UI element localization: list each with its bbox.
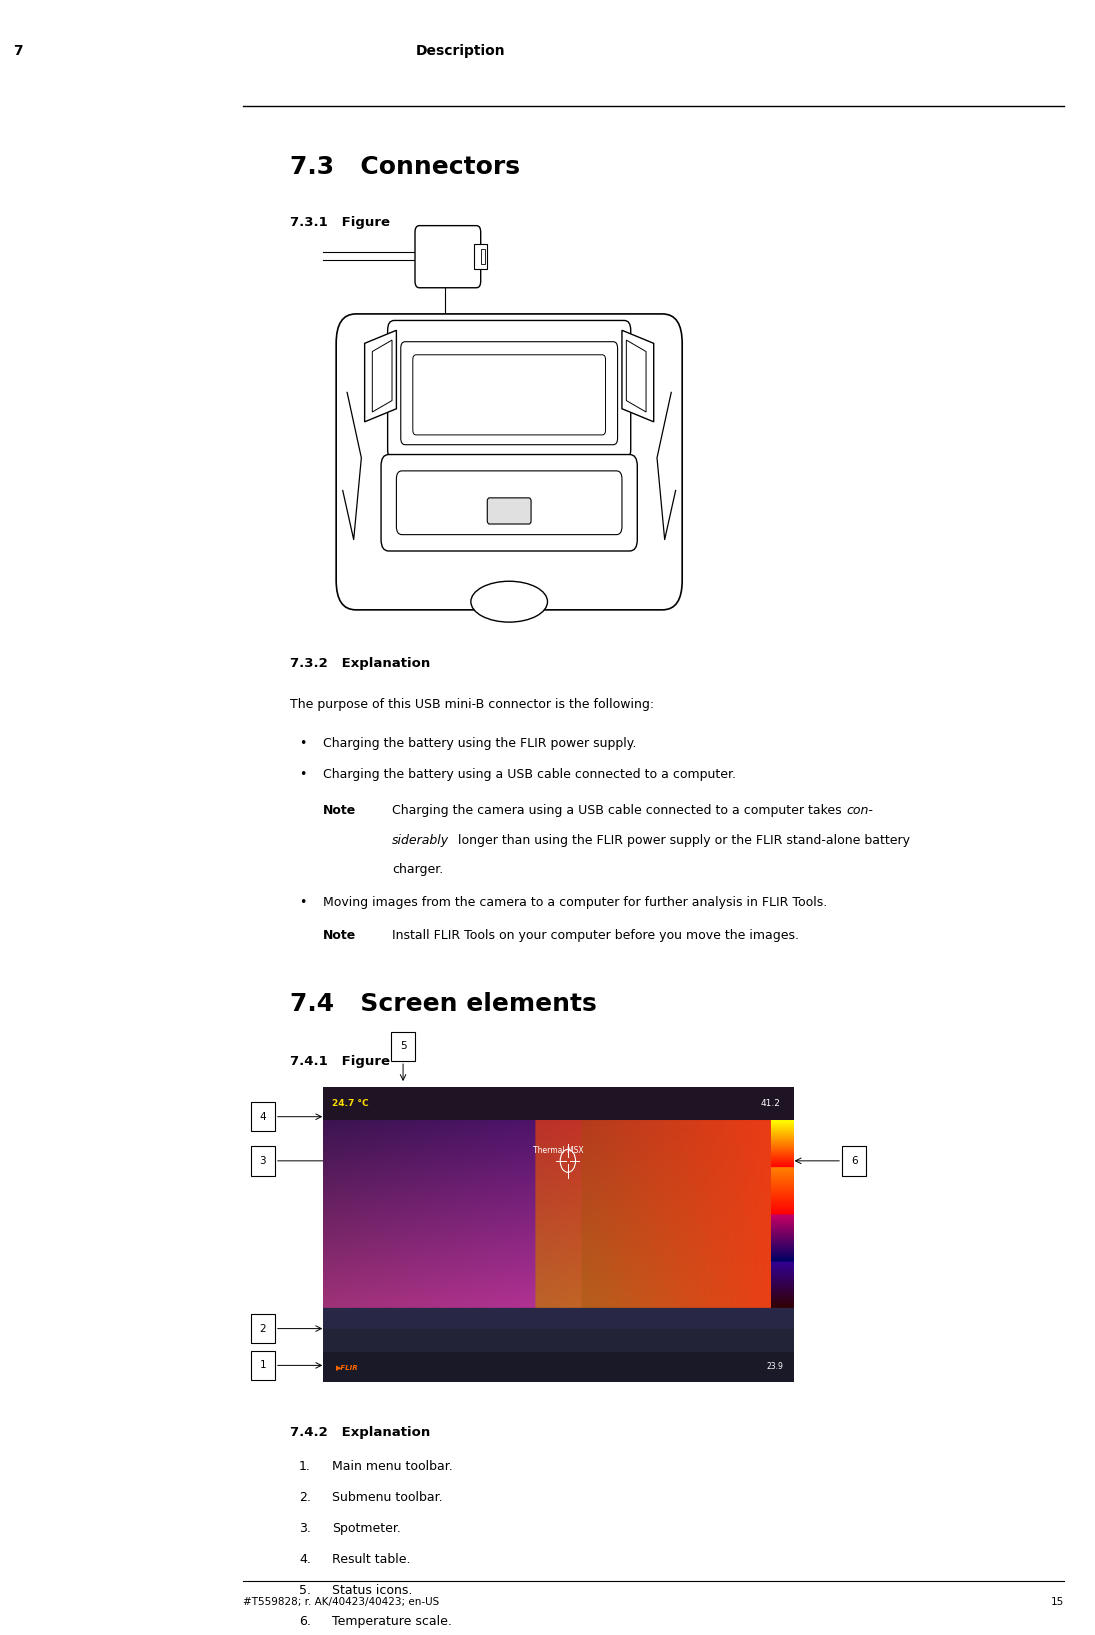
Text: 5.: 5.: [299, 1584, 311, 1597]
Text: •: •: [299, 896, 307, 909]
Text: 6.: 6.: [299, 1615, 311, 1628]
Text: 5: 5: [400, 1041, 406, 1051]
FancyBboxPatch shape: [401, 342, 618, 445]
Text: #T559828; r. AK/40423/40423; en-US: #T559828; r. AK/40423/40423; en-US: [243, 1597, 439, 1607]
Text: •: •: [299, 768, 307, 782]
Text: longer than using the FLIR power supply or the FLIR stand-alone battery: longer than using the FLIR power supply …: [454, 834, 910, 847]
Text: Note: Note: [323, 804, 356, 818]
FancyBboxPatch shape: [415, 226, 481, 288]
Bar: [391, 1032, 415, 1061]
Text: 1.: 1.: [299, 1460, 311, 1473]
Text: Charging the camera using a USB cable connected to a computer takes: Charging the camera using a USB cable co…: [392, 804, 845, 818]
Text: 15: 15: [1051, 1597, 1064, 1607]
Text: Result table.: Result table.: [332, 1553, 411, 1566]
Text: Moving images from the camera to a computer for further analysis in FLIR Tools.: Moving images from the camera to a compu…: [323, 896, 828, 909]
Text: charger.: charger.: [392, 863, 443, 876]
Ellipse shape: [471, 580, 548, 621]
Text: Install FLIR Tools on your computer before you move the images.: Install FLIR Tools on your computer befo…: [392, 929, 799, 942]
Text: The purpose of this USB mini-B connector is the following:: The purpose of this USB mini-B connector…: [290, 698, 655, 711]
Text: 7: 7: [13, 44, 23, 59]
Bar: [251, 1351, 275, 1380]
Text: 23.9: 23.9: [766, 1362, 783, 1372]
Bar: [251, 1315, 275, 1344]
Bar: [481, 250, 485, 265]
Text: 6: 6: [851, 1156, 857, 1166]
Polygon shape: [372, 340, 392, 412]
FancyBboxPatch shape: [388, 320, 631, 459]
Text: 7.3.2   Explanation: 7.3.2 Explanation: [290, 657, 430, 670]
Bar: [251, 1146, 275, 1176]
Text: Charging the battery using the FLIR power supply.: Charging the battery using the FLIR powe…: [323, 737, 636, 750]
Text: 3: 3: [260, 1156, 266, 1166]
Text: ▶FLIR: ▶FLIR: [336, 1364, 359, 1370]
Text: 24.7 °C: 24.7 °C: [332, 1099, 368, 1109]
Text: 2.: 2.: [299, 1491, 311, 1504]
Text: 7.4.1   Figure: 7.4.1 Figure: [290, 1055, 390, 1068]
Text: Charging the battery using a USB cable connected to a computer.: Charging the battery using a USB cable c…: [323, 768, 736, 782]
Text: 7.3   Connectors: 7.3 Connectors: [290, 155, 520, 180]
Text: 2: 2: [260, 1324, 266, 1334]
Polygon shape: [626, 340, 646, 412]
FancyBboxPatch shape: [381, 455, 637, 551]
Bar: [251, 1102, 275, 1131]
Polygon shape: [365, 330, 396, 422]
Text: Submenu toolbar.: Submenu toolbar.: [332, 1491, 442, 1504]
Text: 3.: 3.: [299, 1522, 311, 1535]
Bar: [474, 244, 487, 270]
Text: 41.2: 41.2: [761, 1099, 781, 1109]
Text: 4.: 4.: [299, 1553, 311, 1566]
Text: Note: Note: [323, 929, 356, 942]
Text: Status icons.: Status icons.: [332, 1584, 412, 1597]
Text: Temperature scale.: Temperature scale.: [332, 1615, 451, 1628]
Text: 1: 1: [260, 1360, 266, 1370]
Polygon shape: [622, 330, 654, 422]
Text: 4: 4: [260, 1112, 266, 1122]
Text: Description: Description: [416, 44, 506, 59]
Text: siderably: siderably: [392, 834, 449, 847]
FancyBboxPatch shape: [487, 497, 531, 523]
Text: •: •: [299, 737, 307, 750]
FancyBboxPatch shape: [413, 355, 606, 435]
Text: Main menu toolbar.: Main menu toolbar.: [332, 1460, 452, 1473]
Bar: [842, 1146, 866, 1176]
Text: 7.4.2   Explanation: 7.4.2 Explanation: [290, 1426, 430, 1439]
Text: Thermal MSX: Thermal MSX: [533, 1146, 584, 1154]
FancyBboxPatch shape: [396, 471, 622, 535]
Text: con-: con-: [846, 804, 874, 818]
FancyBboxPatch shape: [336, 314, 682, 610]
Text: 7.3.1   Figure: 7.3.1 Figure: [290, 216, 390, 229]
Text: 7.4   Screen elements: 7.4 Screen elements: [290, 992, 597, 1017]
Text: Spotmeter.: Spotmeter.: [332, 1522, 401, 1535]
